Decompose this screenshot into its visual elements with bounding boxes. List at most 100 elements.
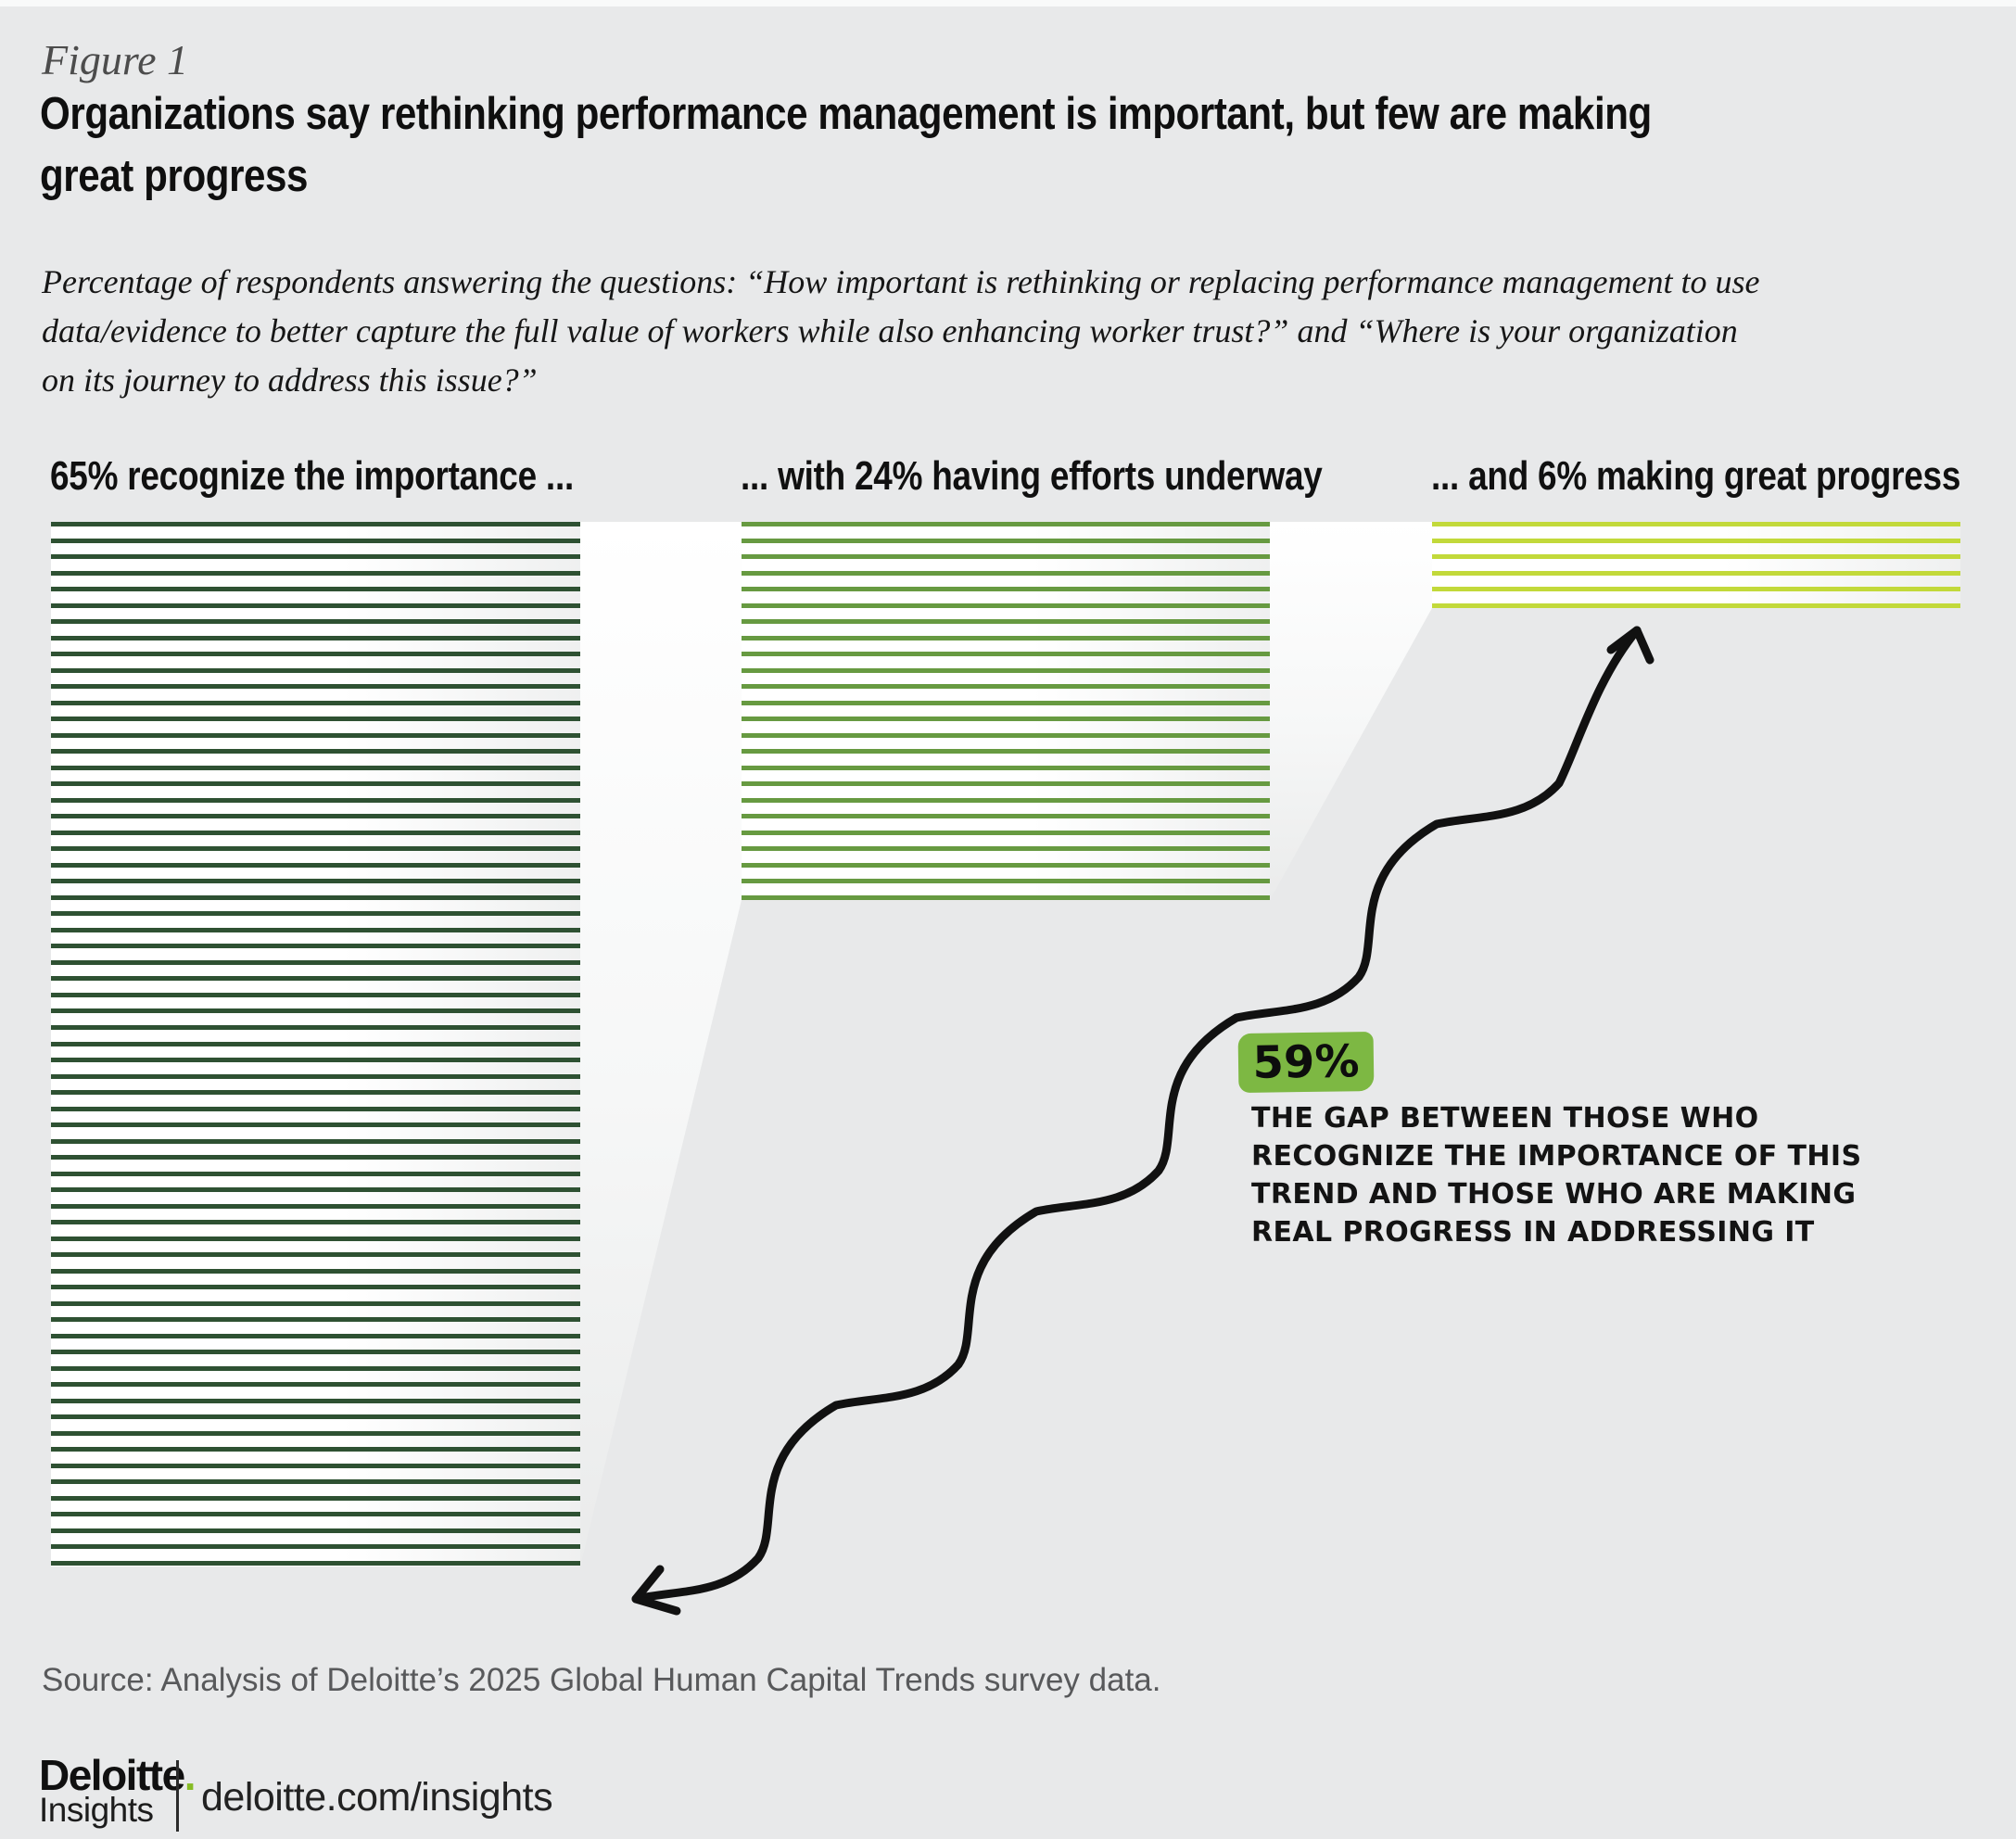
stripe — [742, 700, 1270, 705]
stripe — [742, 797, 1270, 803]
stripe — [51, 717, 580, 722]
stripe — [51, 1463, 580, 1468]
top-edge-strip — [0, 0, 2016, 6]
stripe — [742, 652, 1270, 657]
stripe — [51, 814, 580, 819]
stripe — [51, 959, 580, 965]
gap-caption-line-2: RECOGNIZE THE IMPORTANCE OF THIS — [1251, 1140, 1862, 1173]
stripe — [742, 684, 1270, 690]
stripe — [51, 1317, 580, 1323]
stripe — [51, 1090, 580, 1096]
stripe — [742, 830, 1270, 835]
stripe — [51, 1106, 580, 1111]
stripe — [742, 635, 1270, 640]
stripe — [51, 1561, 580, 1566]
stripe — [51, 554, 580, 560]
stripe — [742, 619, 1270, 625]
stripe — [51, 765, 580, 770]
stripe — [742, 667, 1270, 673]
connector-wedge-2 — [1270, 522, 1432, 900]
stripe — [51, 1350, 580, 1355]
bar-65-recognize-importance — [51, 522, 580, 1566]
stripe — [51, 684, 580, 690]
stripe — [51, 538, 580, 543]
footer-divider — [176, 1760, 179, 1832]
stripe — [51, 570, 580, 576]
stripe — [742, 749, 1270, 755]
stripe — [51, 700, 580, 705]
stripe — [51, 1365, 580, 1371]
stripe — [51, 652, 580, 657]
deloitte-logo-text: Deloitte — [39, 1751, 185, 1799]
stripe — [742, 570, 1270, 576]
source-note: Source: Analysis of Deloitte’s 2025 Glob… — [42, 1662, 1161, 1698]
stripe — [51, 894, 580, 900]
stripe — [51, 1024, 580, 1030]
stripe — [742, 717, 1270, 722]
stripe — [742, 587, 1270, 592]
stripe — [51, 587, 580, 592]
bar-6-great-progress — [1432, 522, 1960, 608]
stripe — [1432, 602, 1960, 608]
footer-url[interactable]: deloitte.com/insights — [201, 1775, 553, 1820]
stripe — [51, 927, 580, 932]
stripe — [51, 944, 580, 949]
stripe — [51, 1285, 580, 1290]
deloitte-logo: Deloitte. — [39, 1750, 197, 1800]
stripe — [51, 1203, 580, 1209]
stripe — [51, 1008, 580, 1014]
stripe — [51, 1171, 580, 1176]
stripe — [51, 1058, 580, 1063]
stripe — [51, 781, 580, 787]
page-title: Organizations say rethinking performance… — [40, 83, 1914, 208]
stripe — [51, 1041, 580, 1046]
stripe — [51, 911, 580, 917]
stripe — [51, 1220, 580, 1225]
stripe — [51, 749, 580, 755]
stripe — [51, 635, 580, 640]
gap-caption-line-4: REAL PROGRESS IN ADDRESSING IT — [1251, 1216, 1815, 1249]
stripe — [1432, 522, 1960, 526]
column-header-importance: 65% recognize the importance ... — [50, 453, 574, 499]
stripe — [51, 522, 580, 526]
stripe — [51, 1398, 580, 1403]
stripe — [51, 1252, 580, 1258]
gap-value-highlight: 59% — [1237, 1031, 1375, 1094]
stripe — [51, 830, 580, 835]
stripe — [51, 1495, 580, 1501]
gap-caption-line-1: THE GAP BETWEEN THOSE WHO — [1251, 1102, 1759, 1135]
stripe — [51, 1333, 580, 1338]
stripe — [742, 602, 1270, 608]
stripe — [51, 1138, 580, 1144]
stripe — [51, 667, 580, 673]
subtitle-line-2: data/evidence to better capture the full… — [42, 312, 1738, 349]
stripe — [51, 797, 580, 803]
stripe — [51, 846, 580, 852]
stripe — [742, 814, 1270, 819]
stripe — [1432, 587, 1960, 592]
bar-24-efforts-underway — [742, 522, 1270, 901]
page-title-line-2: great progress — [40, 151, 309, 201]
stripe — [51, 1512, 580, 1517]
stripe — [742, 554, 1270, 560]
stripe — [51, 1430, 580, 1436]
stripe — [51, 1155, 580, 1160]
stripe — [51, 1122, 580, 1128]
column-header-efforts-underway: ... with 24% having efforts underway — [741, 453, 1323, 499]
stripe — [742, 862, 1270, 868]
stripe — [51, 1479, 580, 1485]
stripe — [1432, 570, 1960, 576]
stripe — [742, 732, 1270, 738]
deloitte-green-dot-icon: . — [184, 1751, 197, 1799]
stripe — [51, 1187, 580, 1193]
gap-value: 59% — [1252, 1035, 1360, 1089]
stripe — [51, 1268, 580, 1274]
subtitle-line-3: on its journey to address this issue?” — [42, 361, 538, 399]
figure-subtitle: Percentage of respondents answering the … — [42, 258, 1759, 405]
stripe — [742, 846, 1270, 852]
gap-caption-line-3: TREND AND THOSE WHO ARE MAKING — [1251, 1178, 1857, 1211]
stripe — [1432, 538, 1960, 543]
stripe — [742, 894, 1270, 900]
stripe — [51, 1544, 580, 1550]
